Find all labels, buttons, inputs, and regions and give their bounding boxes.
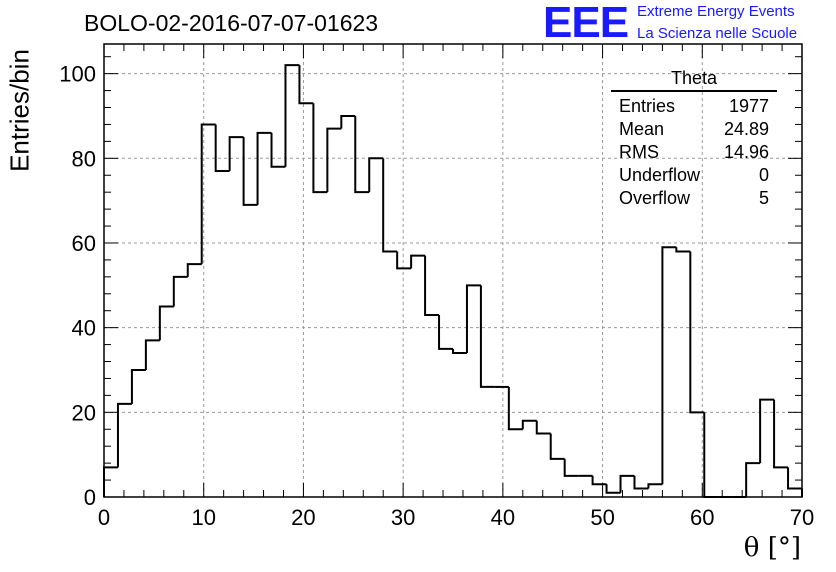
histogram-bin xyxy=(340,114,356,129)
histogram-bin xyxy=(535,420,551,435)
x-tick-label: 40 xyxy=(491,505,515,530)
histogram-bin xyxy=(368,157,384,193)
stats-value: 0 xyxy=(758,165,769,185)
stats-label: Overflow xyxy=(619,188,691,208)
stats-row-underflow: Underflow 0 xyxy=(611,164,777,187)
histogram-bin xyxy=(354,115,370,194)
histogram-bin xyxy=(465,284,481,354)
stats-label: Underflow xyxy=(619,165,701,185)
y-tick-label: 60 xyxy=(72,231,96,256)
histogram-bin xyxy=(410,254,426,269)
histogram-bin xyxy=(647,483,663,489)
y-tick-label: 20 xyxy=(72,400,96,425)
histogram-bin xyxy=(256,131,272,205)
x-tick-label: 50 xyxy=(590,505,614,530)
grid-lines xyxy=(104,44,802,497)
stats-value: 1977 xyxy=(728,96,769,116)
histogram-bin xyxy=(200,123,216,265)
histogram-bin xyxy=(242,137,258,206)
histogram-bin xyxy=(507,386,523,431)
logo-text-line1: Extreme Energy Events xyxy=(637,3,795,20)
axes xyxy=(103,43,803,498)
histogram-bin xyxy=(661,246,677,485)
stats-row-mean: Mean 24.89 xyxy=(611,118,777,141)
histogram-bin xyxy=(479,285,495,388)
x-tick-label: 30 xyxy=(391,505,415,530)
histogram-bin xyxy=(787,467,802,490)
stats-row-rms: RMS 14.96 xyxy=(611,141,777,164)
histogram-bin xyxy=(521,419,537,430)
stats-row-entries: Entries 1977 xyxy=(611,95,777,118)
y-axis-label: Entries/bin xyxy=(4,49,35,172)
plot-frame xyxy=(103,43,803,498)
histogram-bin xyxy=(396,251,412,270)
stats-label: Entries xyxy=(619,96,676,116)
histogram-bin xyxy=(284,64,300,167)
histogram-bin xyxy=(103,466,118,497)
y-tick-label: 40 xyxy=(72,316,96,341)
histogram-bin xyxy=(549,433,565,460)
y-tick-label: 80 xyxy=(72,146,96,171)
stats-box: Theta Entries 1977 Mean 24.89 RMS 14.96 … xyxy=(611,68,777,210)
x-tick-label: 70 xyxy=(790,505,814,530)
histogram-bin xyxy=(144,339,160,370)
histogram-bin xyxy=(270,132,286,168)
stats-label: RMS xyxy=(619,142,659,162)
histogram-bin xyxy=(312,103,328,194)
x-axis-label: θ [°] xyxy=(743,533,801,563)
histogram-bin xyxy=(130,368,146,404)
histogram-bin xyxy=(116,402,132,468)
stats-value: 5 xyxy=(758,188,769,208)
x-tick-label: 0 xyxy=(98,505,110,530)
histogram-bin xyxy=(619,474,635,493)
histogram-bin xyxy=(605,484,621,494)
histogram-bin xyxy=(563,458,579,477)
histogram-bin xyxy=(298,65,314,105)
x-tick-label: 60 xyxy=(690,505,714,530)
stats-title: Theta xyxy=(611,68,777,92)
plot-title: BOLO-02-2016-07-07-01623 xyxy=(84,10,379,36)
logo-text-line2: La Scienza nelle Scuole xyxy=(637,25,798,42)
histogram-bin xyxy=(158,305,174,341)
y-tick-label: 100 xyxy=(59,62,96,87)
histogram-bin xyxy=(633,475,649,490)
histogram-bin xyxy=(424,255,440,316)
histogram-bin xyxy=(703,412,719,498)
histogram-bin xyxy=(438,314,453,350)
tick-marks xyxy=(103,44,803,498)
histogram-bin xyxy=(326,127,342,193)
histogram-bin xyxy=(591,475,607,486)
histogram-bin xyxy=(759,398,775,464)
eee-logo: EEE xyxy=(543,0,629,47)
histogram-bin xyxy=(172,275,188,307)
stats-label: Mean xyxy=(619,119,665,139)
histogram-bin xyxy=(675,247,691,253)
x-tick-label: 10 xyxy=(191,505,215,530)
histogram-bin xyxy=(186,263,202,277)
histogram-bin xyxy=(745,462,761,497)
stats-value: 14.96 xyxy=(723,142,769,162)
histogram-bin xyxy=(228,136,244,172)
histogram-bin xyxy=(382,158,398,253)
histogram-bin xyxy=(452,348,467,355)
y-tick-label: 0 xyxy=(84,485,96,510)
histogram-bin xyxy=(773,399,789,469)
histogram-bin xyxy=(689,251,705,414)
stats-row-overflow: Overflow 5 xyxy=(611,187,777,210)
histogram-bin xyxy=(214,124,230,173)
x-tick-label: 20 xyxy=(291,505,315,530)
stats-value: 24.89 xyxy=(723,119,769,139)
